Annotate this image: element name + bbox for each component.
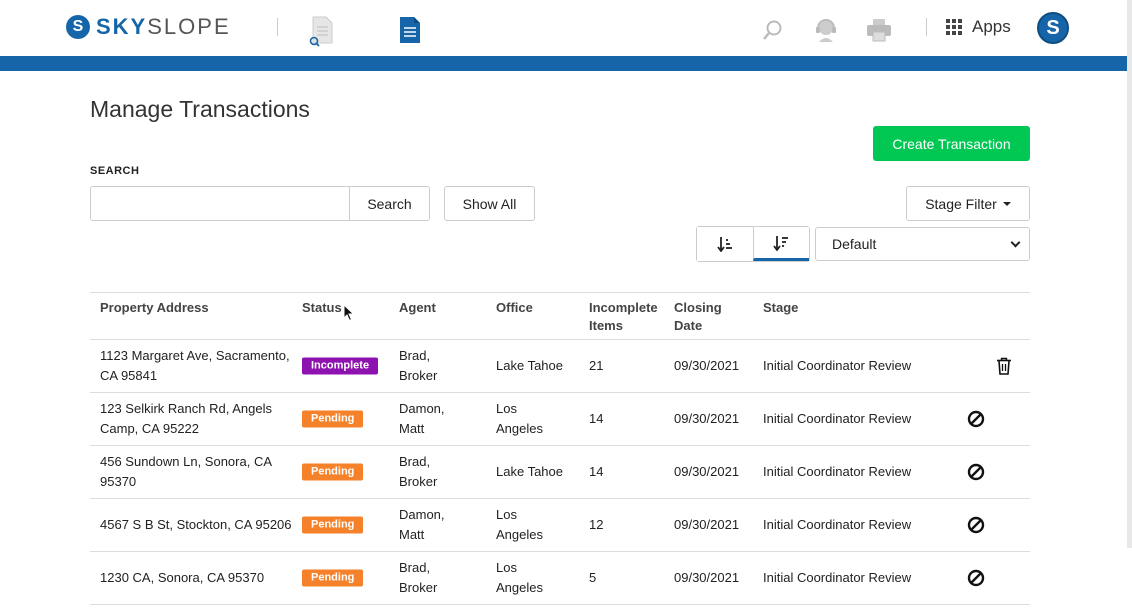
skyslope-logo[interactable]: S SKYSLOPE [66,14,231,40]
incomplete-items-count: 12 [589,517,604,532]
block-icon [967,463,985,481]
caret-down-icon [1002,201,1011,206]
sort-field-select[interactable]: Default [815,227,1030,261]
agent-name: Damon, Matt [399,507,445,542]
closing-date: 09/30/2021 [674,570,740,585]
column-header-office[interactable]: Office [496,300,533,315]
office-name: Lake Tahoe [496,464,563,479]
block-icon [967,410,985,428]
incomplete-items-count: 14 [589,411,604,426]
table-header: Property Address Status Agent Office Inc… [90,292,1030,340]
closing-date: 09/30/2021 [674,517,740,532]
property-address[interactable]: 456 Sundown Ln, Sonora, CA 95370 [100,454,272,489]
sort-order-toggle [696,226,810,262]
status-badge: Pending [302,569,364,587]
document-search-icon[interactable] [309,16,335,48]
table-row[interactable]: 1123 Margaret Ave, Sacramento, CA 95841 … [90,340,1030,393]
scrollbar[interactable] [1127,0,1132,548]
sort-descending-icon [773,235,789,251]
brand-stripe [0,56,1132,71]
incomplete-items-count: 21 [589,358,604,373]
stage-filter-label: Stage Filter [925,195,997,212]
print-icon[interactable] [866,18,892,42]
sort-ascending-button[interactable] [697,227,753,261]
page-title: Manage Transactions [90,96,310,122]
closing-date: 09/30/2021 [674,464,740,479]
property-address[interactable]: 4567 S B St, Stockton, CA 95206 [100,517,292,532]
delete-button[interactable] [996,357,1012,375]
search-icon[interactable] [762,19,784,41]
status-badge: Pending [302,463,364,481]
create-transaction-button[interactable]: Create Transaction [873,126,1030,161]
column-header-address[interactable]: Property Address [100,300,209,315]
search-label: SEARCH [90,165,140,177]
block-icon [967,569,985,587]
table-row[interactable]: 456 Sundown Ln, Sonora, CA 95370 Pending… [90,446,1030,499]
agent-name: Brad, Broker [399,454,438,489]
table-row[interactable]: 4567 S B St, Stockton, CA 95206 Pending … [90,499,1030,552]
incomplete-items-count: 14 [589,464,604,479]
support-icon[interactable] [814,17,838,43]
logo-text: SKYSLOPE [96,14,231,39]
nav-divider [277,18,278,36]
agent-name: Damon, Matt [399,401,445,436]
block-icon [967,516,985,534]
apps-label: Apps [972,17,1011,36]
incomplete-items-count: 5 [589,570,597,585]
chevron-down-icon [1010,237,1021,247]
user-avatar[interactable]: S [1037,12,1069,44]
apps-menu[interactable]: Apps [946,17,1011,37]
column-header-closing-date[interactable]: Closing Date [674,300,722,333]
stage-name: Initial Coordinator Review [763,411,912,426]
office-name: Los Angeles [496,507,543,542]
nav-divider [926,18,927,36]
office-name: Lake Tahoe [496,358,563,373]
sort-field-value: Default [832,236,877,252]
office-name: Los Angeles [496,401,543,436]
column-header-agent[interactable]: Agent [399,300,436,315]
table-row[interactable]: 1230 CA, Sonora, CA 95370 Pending Brad, … [90,552,1030,605]
property-address[interactable]: 123 Selkirk Ranch Rd, Angels Camp, CA 95… [100,401,272,436]
status-badge: Incomplete [302,357,379,375]
apps-grid-icon [946,19,962,35]
logo-mark-icon: S [66,15,90,39]
document-icon[interactable] [398,16,422,44]
property-address[interactable]: 1123 Margaret Ave, Sacramento, CA 95841 [100,348,290,383]
sort-descending-button[interactable] [752,227,809,261]
table-row[interactable]: 123 Selkirk Ranch Rd, Angels Camp, CA 95… [90,393,1030,446]
closing-date: 09/30/2021 [674,411,740,426]
office-name: Los Angeles [496,560,543,595]
stage-name: Initial Coordinator Review [763,358,912,373]
search-button[interactable]: Search [349,186,430,221]
stage-name: Initial Coordinator Review [763,570,912,585]
sort-ascending-icon [717,237,732,252]
status-badge: Pending [302,516,364,534]
top-navigation-bar: S SKYSLOPE [0,0,1132,56]
stage-filter-button[interactable]: Stage Filter [906,186,1030,221]
agent-name: Brad, Broker [399,560,438,595]
search-input[interactable] [90,186,350,221]
property-address[interactable]: 1230 CA, Sonora, CA 95370 [100,570,265,585]
block-button[interactable] [967,516,985,534]
closing-date: 09/30/2021 [674,358,740,373]
show-all-button[interactable]: Show All [444,186,535,221]
transactions-table: Property Address Status Agent Office Inc… [90,292,1030,605]
mouse-cursor-icon [343,304,355,322]
column-header-status[interactable]: Status [302,300,342,315]
stage-name: Initial Coordinator Review [763,464,912,479]
block-button[interactable] [967,410,985,428]
block-button[interactable] [967,569,985,587]
status-badge: Pending [302,410,364,428]
column-header-stage[interactable]: Stage [763,300,799,315]
trash-icon [997,357,1011,375]
column-header-incomplete-items[interactable]: Incomplete Items [589,300,658,333]
agent-name: Brad, Broker [399,348,438,383]
block-button[interactable] [967,463,985,481]
stage-name: Initial Coordinator Review [763,517,912,532]
